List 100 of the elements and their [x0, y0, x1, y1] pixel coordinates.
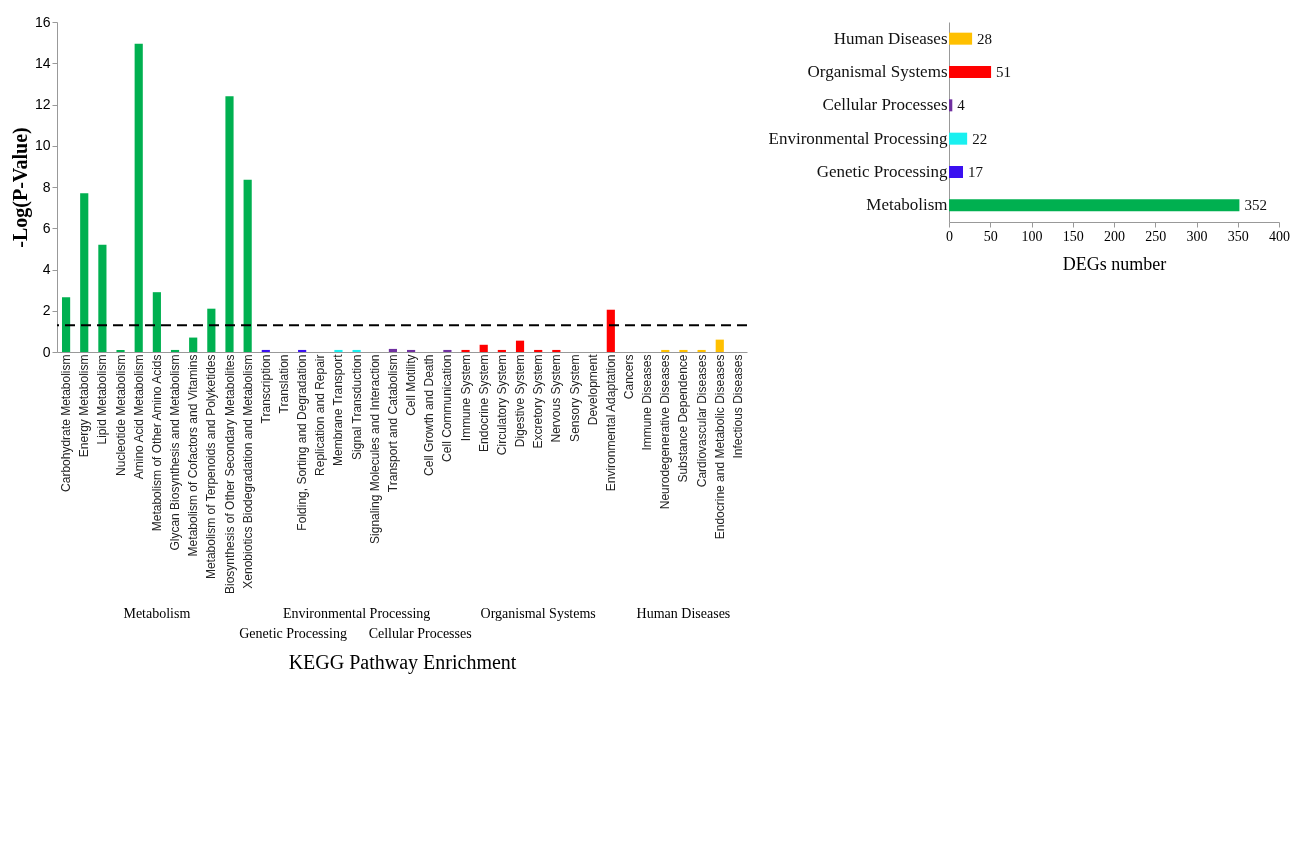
bar — [949, 99, 953, 112]
y-tick-label: 4 — [42, 261, 51, 277]
x-tick-label: Lipid Metabolism — [95, 354, 110, 445]
y-tick-label: 10 — [34, 137, 51, 154]
x-tick-label: Development — [585, 353, 600, 426]
x-tick-label: Cardiovascular Diseases — [694, 354, 709, 488]
text: Environmental Processing — [282, 606, 431, 621]
x-tick-label: Folding, Sorting and Degradation — [295, 354, 310, 531]
y-tick-label: 6 — [42, 219, 51, 236]
x-tick-label: Infectious Diseases — [730, 354, 745, 459]
bar — [697, 349, 706, 352]
x-tick-label: 200 — [1104, 228, 1125, 244]
text: Human Diseases — [636, 606, 731, 621]
bar — [352, 349, 361, 352]
x-tick-label: Transcription — [258, 354, 273, 424]
x-tick-label: Metabolism of Other Amino Acids — [149, 354, 164, 532]
x-tick-label: Replication and Repair — [313, 354, 328, 476]
x-tick-label: Immune Diseases — [640, 354, 655, 451]
bar — [261, 349, 270, 352]
bar — [552, 349, 561, 352]
x-tick-label: Cancers — [621, 354, 636, 400]
x-tick-label: Neurodegenerative Diseases — [658, 354, 673, 510]
x-tick-label: Excretory System — [531, 354, 546, 449]
data-label: 51 — [996, 64, 1012, 80]
x-tick-label: Metabolism of Terpenoids and Polyketides — [204, 354, 219, 580]
text: Cellular Processes — [368, 626, 472, 641]
x-tick-label: 400 — [1269, 228, 1290, 244]
x-tick-label: Cell Motility — [404, 354, 419, 416]
x-tick-label: Amino Acid Metabolism — [131, 354, 146, 480]
bar — [406, 349, 416, 352]
x-tick-label: Membrane Transport — [331, 353, 346, 466]
text: Organismal Systems — [480, 606, 596, 621]
bar — [949, 199, 1240, 212]
x-tick-label: Energy Metabolism — [77, 354, 92, 458]
x-tick-label: Sensory System — [567, 354, 582, 442]
x-tick-label: Substance Dependence — [676, 354, 691, 483]
x-tick-label: Carbohydrate Metabolism — [59, 354, 74, 492]
y-tick-label: Cellular Processes — [822, 95, 948, 115]
y-tick-label: Metabolism — [866, 195, 948, 215]
y-tick-label: Environmental Processing — [768, 128, 948, 148]
bar — [152, 292, 161, 352]
y-tick-label: 12 — [34, 96, 51, 112]
bar — [661, 349, 670, 352]
x-axis-title: KEGG Pathway Enrichment — [288, 650, 517, 674]
x-tick-label: Signaling Molecules and Interaction — [367, 354, 382, 544]
bar — [679, 349, 688, 352]
bar — [243, 179, 252, 352]
x-tick-label: Metabolism of Cofactors and Vitamins — [186, 354, 201, 557]
y-tick-label: Organismal Systems — [807, 62, 948, 81]
bar — [134, 43, 143, 352]
x-tick-label: Xenobiotics Biodegradation and Metabolism — [240, 354, 255, 589]
x-tick-label: Circulatory System — [494, 354, 509, 456]
bar — [61, 297, 71, 352]
bar — [98, 244, 107, 352]
bar — [334, 349, 343, 352]
data-label: 352 — [1244, 197, 1267, 214]
bar — [461, 349, 470, 352]
bar — [388, 348, 398, 352]
x-tick-label: Nervous System — [549, 354, 564, 443]
bar — [949, 166, 964, 178]
data-label: 28 — [977, 30, 993, 47]
bar — [515, 340, 525, 352]
x-tick-label: Translation — [276, 354, 291, 414]
data-label: 17 — [968, 164, 984, 180]
bar — [949, 32, 973, 45]
y-tick-label: 2 — [42, 302, 51, 319]
y-tick-label: Human Diseases — [833, 28, 948, 48]
bar — [479, 344, 488, 352]
bar — [80, 193, 89, 352]
x-tick-label: 250 — [1145, 228, 1167, 244]
x-tick-label: 150 — [1062, 228, 1084, 244]
x-axis-title: DEGs number — [1062, 253, 1167, 274]
bar — [949, 132, 968, 145]
bar — [116, 349, 125, 352]
bar — [298, 349, 307, 352]
x-tick-label: Environmental Adaptation — [603, 354, 618, 492]
x-tick-label: 100 — [1021, 228, 1043, 244]
data-label: 22 — [972, 130, 988, 147]
y-tick-label: 14 — [34, 54, 51, 71]
x-tick-label: Immune System — [458, 354, 473, 442]
x-tick-label: Endocrine and Metabolic Diseases — [712, 354, 727, 540]
bar — [534, 349, 543, 352]
x-tick-label: 50 — [983, 228, 998, 244]
x-tick-label: 300 — [1186, 228, 1208, 244]
y-tick-label: Genetic Processing — [816, 162, 948, 181]
x-tick-label: Digestive System — [513, 354, 528, 448]
x-tick-label: Cell Communication — [440, 354, 455, 462]
x-tick-label: Transport and Catabolism — [385, 354, 400, 493]
bar — [225, 96, 234, 352]
x-tick-label: 350 — [1227, 228, 1249, 244]
bar — [606, 309, 615, 352]
bar — [443, 349, 452, 352]
y-tick-label: 8 — [42, 178, 51, 195]
x-tick-label: Glycan Biosynthesis and Metabolism — [168, 354, 183, 551]
bar — [207, 308, 216, 352]
bar — [170, 349, 180, 352]
bar — [189, 337, 198, 352]
x-tick-label: Endocrine System — [476, 354, 491, 452]
x-tick-label: Cell Growth and Death — [422, 354, 437, 476]
bar — [949, 66, 992, 78]
